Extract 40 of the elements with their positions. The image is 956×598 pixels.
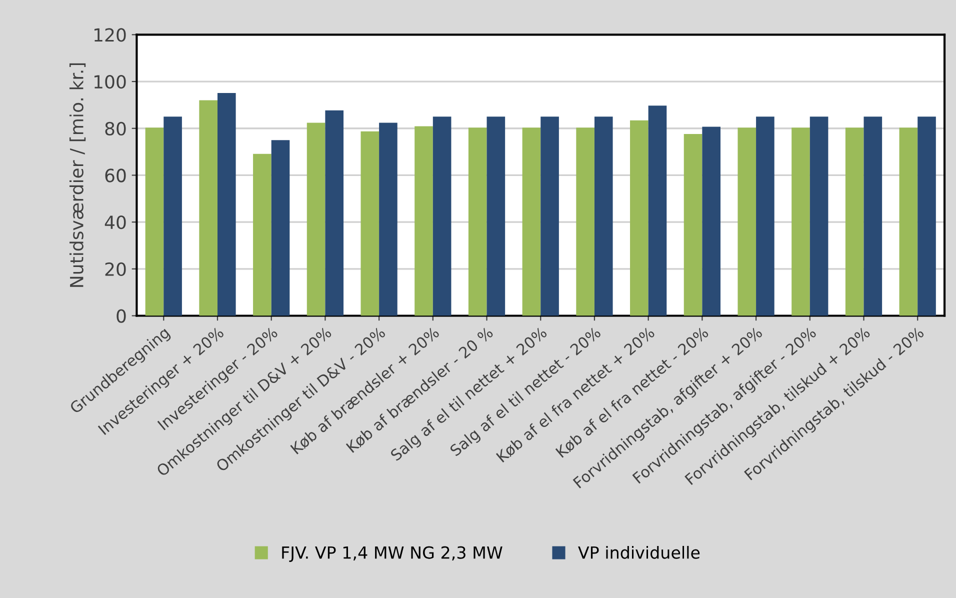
bar bbox=[432, 116, 452, 316]
bar bbox=[360, 131, 380, 316]
bar bbox=[630, 120, 648, 316]
bar bbox=[522, 128, 541, 316]
y-tick-label: 20 bbox=[105, 262, 126, 276]
bar bbox=[540, 116, 559, 316]
bar bbox=[576, 128, 594, 316]
bar bbox=[756, 116, 774, 316]
y-tick-label: 80 bbox=[105, 122, 126, 136]
bar bbox=[684, 134, 702, 316]
bar bbox=[145, 128, 164, 316]
bar bbox=[379, 122, 398, 316]
bar bbox=[845, 128, 864, 316]
y-tick-label: 100 bbox=[94, 74, 126, 89]
bar bbox=[414, 126, 433, 316]
bar bbox=[899, 128, 918, 316]
bar bbox=[594, 116, 613, 316]
bar bbox=[199, 100, 218, 316]
bar bbox=[468, 128, 487, 316]
bar bbox=[918, 116, 936, 316]
bar bbox=[486, 116, 506, 316]
bar bbox=[253, 154, 272, 316]
y-axis-title: Nutidsværdier / [mio. kr.] bbox=[69, 63, 86, 287]
bar bbox=[325, 110, 344, 316]
legend-label: VP individuelle bbox=[578, 546, 700, 559]
bar bbox=[738, 128, 756, 316]
bar bbox=[164, 116, 182, 316]
bar bbox=[271, 140, 290, 316]
bar bbox=[864, 116, 882, 316]
y-tick-label: 120 bbox=[94, 28, 126, 42]
y-tick-label: 40 bbox=[104, 216, 126, 230]
bar bbox=[810, 116, 828, 316]
bar bbox=[306, 122, 326, 316]
y-tick-label: 0 bbox=[116, 309, 126, 323]
legend-label: FJV. VP 1,4 MW NG 2,3 MW bbox=[282, 546, 502, 562]
bar bbox=[792, 128, 810, 316]
bar bbox=[648, 106, 667, 316]
y-tick-label: 60 bbox=[105, 168, 126, 182]
bar bbox=[217, 93, 236, 316]
bar bbox=[702, 126, 720, 316]
